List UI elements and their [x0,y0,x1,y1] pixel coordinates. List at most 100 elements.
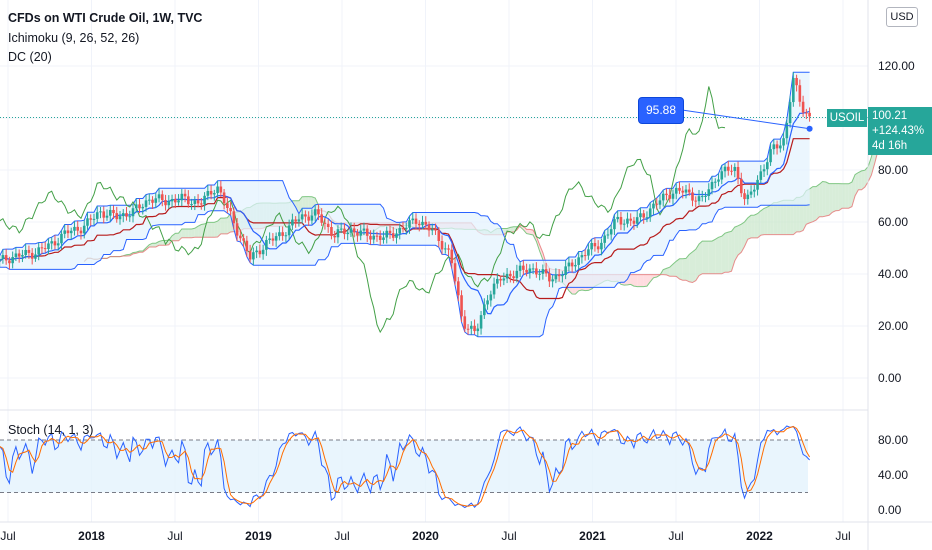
ichimoku-cloud-segment [702,241,706,274]
candle-body [252,252,255,260]
candle-body [730,170,733,172]
candle-body [593,243,597,247]
ichimoku-cloud-segment [767,205,771,235]
candle-body [414,218,418,224]
ichimoku-cloud-segment [185,229,189,238]
ichimoku-cloud-segment [760,208,765,236]
ichimoku-cloud-segment [757,210,761,238]
ichimoku-cloud-segment [725,232,729,273]
ichimoku-cloud-segment [666,267,670,277]
candle-body [131,208,135,217]
ichimoku-cloud-segment [747,215,752,240]
ichimoku-cloud-segment [855,172,859,196]
candle-body [528,268,532,273]
candle-body [609,229,613,235]
ichimoku-cloud-segment [692,249,696,283]
candle-body [567,262,571,267]
time-tick: Jul [167,529,182,543]
ichimoku-cloud-segment [777,201,781,235]
tenkan-sen [0,110,810,315]
ichimoku-cloud-segment [637,274,641,287]
time-tick: Jul [835,529,850,543]
candle-body [404,227,408,230]
candle-body [743,193,746,200]
candle-body [557,274,561,277]
candle-body [63,230,67,234]
candle-body [1,255,5,259]
candle-body [157,194,161,199]
candle-body [121,213,125,217]
ichimoku-cloud-segment [513,226,517,233]
candle-body [395,233,398,238]
candle-body [27,249,31,253]
candle-body [626,218,629,224]
chart-title[interactable]: CFDs on WTI Crude Oil, 1W, TVC [8,11,203,25]
candle-body [346,232,350,235]
candle-body [434,229,437,231]
candle-body [183,193,187,197]
stoch-tick: 40.00 [878,468,908,482]
candle-body [531,268,535,270]
price-callout[interactable]: 95.88 [638,97,684,124]
ichimoku-cloud-segment [773,202,778,235]
candle-body [456,281,460,296]
ichimoku-cloud-segment [152,243,156,247]
ichimoku-cloud-segment [816,184,820,221]
candle-body [174,199,177,203]
ichimoku-cloud-segment [646,274,651,287]
ichimoku-cloud-segment [812,186,817,222]
candle-body [200,203,203,205]
ichimoku-cloud-segment [838,183,843,211]
stoch-k-line [0,425,810,509]
candle-body [213,193,216,195]
candle-body [665,193,668,196]
candle-body [648,208,652,218]
ichimoku-cloud-segment [793,197,797,235]
candle-body [753,189,756,192]
ichimoku-cloud-segment [721,233,726,274]
candle-body [112,209,115,214]
candle-body [53,241,57,246]
candle-body [574,264,577,267]
candle-body [66,230,70,234]
candle-body [0,258,1,261]
candle-body [294,219,297,222]
donchian-legend[interactable]: DC (20) [8,50,52,64]
candle-body [496,278,499,284]
ichimoku-cloud-segment [708,241,713,274]
ichimoku-cloud-segment [845,183,849,209]
candle-body [222,192,226,204]
candle-body [206,190,210,196]
ichimoku-cloud-segment [172,233,176,241]
candle-body [219,186,223,193]
candle-body [82,225,86,234]
candle-body [580,255,584,258]
candle-body [310,215,314,221]
candle-body [684,189,688,193]
candle-body [365,228,369,236]
price-tick: 80.00 [878,163,908,177]
time-tick: Jul [668,529,683,543]
ichimoku-cloud-segment [198,224,202,238]
candle-body [411,218,415,221]
time-tick: 2022 [746,529,773,543]
ichimoku-cloud-segment [672,261,677,277]
stoch-legend[interactable]: Stoch (14, 1, 3) [8,423,94,437]
price-tick: 120.00 [878,59,915,73]
candle-body [24,249,27,256]
candle-body [352,228,356,233]
candle-body [307,216,310,221]
ichimoku-cloud-segment [832,183,836,213]
ichimoku-cloud-segment [751,215,755,238]
currency-button[interactable]: USD [886,7,918,27]
candle-body [805,112,808,114]
candle-body [551,279,554,282]
ichimoku-cloud-segment [503,228,508,235]
ichimoku-legend[interactable]: Ichimoku (9, 26, 52, 26) [8,31,140,45]
candle-body [535,268,538,275]
candle-body [430,229,434,231]
candle-body [43,248,47,250]
candle-body [271,238,275,241]
ichimoku-cloud-segment [868,156,872,182]
